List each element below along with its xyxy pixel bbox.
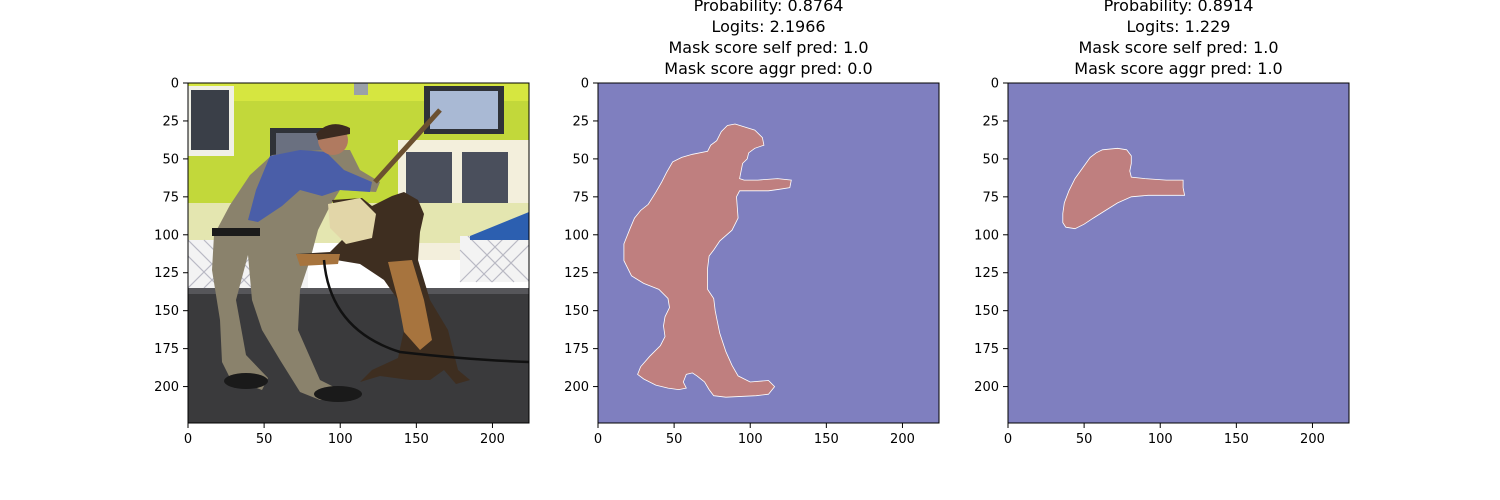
x-tick-label: 200 [480, 432, 505, 447]
title-line: Probability: 0.8914 [1104, 0, 1254, 15]
title-line: Mask score aggr pred: 0.0 [664, 59, 872, 78]
x-tick-label: 0 [594, 432, 602, 447]
photo-image [188, 83, 529, 423]
x-tick-label: 50 [256, 432, 273, 447]
y-tick-label: 75 [162, 190, 179, 205]
title-line: Mask score self pred: 1.0 [1078, 38, 1278, 57]
x-tick-label: 200 [1300, 432, 1325, 447]
x-tick-label: 0 [1004, 432, 1012, 447]
x-tick-label: 100 [738, 432, 763, 447]
panel-title: Probability: 0.8764 Logits: 2.1966 Mask sc… [664, 0, 872, 78]
y-tick-label: 200 [564, 380, 589, 395]
title-line: Logits: 1.229 [1127, 17, 1231, 36]
x-tick-label: 50 [1076, 432, 1093, 447]
mask-image [598, 83, 939, 423]
y-tick-label: 175 [564, 342, 589, 357]
y-tick-label: 50 [162, 152, 179, 167]
y-tick-label: 25 [162, 114, 179, 129]
y-tick-label: 0 [171, 77, 179, 92]
y-tick-label: 125 [564, 266, 589, 281]
y-tick-label: 75 [982, 190, 999, 205]
y-tick-label: 175 [154, 342, 179, 357]
y-tick-label: 175 [974, 342, 999, 357]
x-tick-label: 100 [1148, 432, 1173, 447]
title-line: Logits: 2.1966 [711, 17, 825, 36]
y-tick-label: 100 [974, 228, 999, 243]
x-tick-label: 0 [184, 432, 192, 447]
x-tick-label: 200 [890, 432, 915, 447]
y-tick-label: 150 [154, 304, 179, 319]
y-tick-label: 25 [982, 114, 999, 129]
y-tick-label: 125 [974, 266, 999, 281]
x-tick-label: 150 [404, 432, 429, 447]
y-tick-label: 125 [154, 266, 179, 281]
x-tick-label: 50 [666, 432, 683, 447]
y-tick-label: 150 [564, 304, 589, 319]
y-tick-label: 75 [572, 190, 589, 205]
y-tick-label: 0 [991, 77, 999, 92]
y-tick-label: 25 [572, 114, 589, 129]
title-line: Mask score self pred: 1.0 [668, 38, 868, 57]
y-tick-label: 200 [974, 380, 999, 395]
y-tick-label: 100 [564, 228, 589, 243]
y-tick-label: 200 [154, 380, 179, 395]
y-tick-label: 150 [974, 304, 999, 319]
y-tick-label: 100 [154, 228, 179, 243]
y-tick-label: 0 [581, 77, 589, 92]
y-tick-label: 50 [572, 152, 589, 167]
panel-title: Probability: 0.8914 Logits: 1.229 Mask sco… [1074, 0, 1282, 78]
x-tick-label: 150 [814, 432, 839, 447]
x-tick-label: 100 [328, 432, 353, 447]
mask-image [1008, 83, 1349, 423]
title-line: Mask score aggr pred: 1.0 [1074, 59, 1282, 78]
title-line: Probability: 0.8764 [694, 0, 844, 15]
x-tick-label: 150 [1224, 432, 1249, 447]
mask-background [1008, 83, 1349, 423]
y-tick-label: 50 [982, 152, 999, 167]
